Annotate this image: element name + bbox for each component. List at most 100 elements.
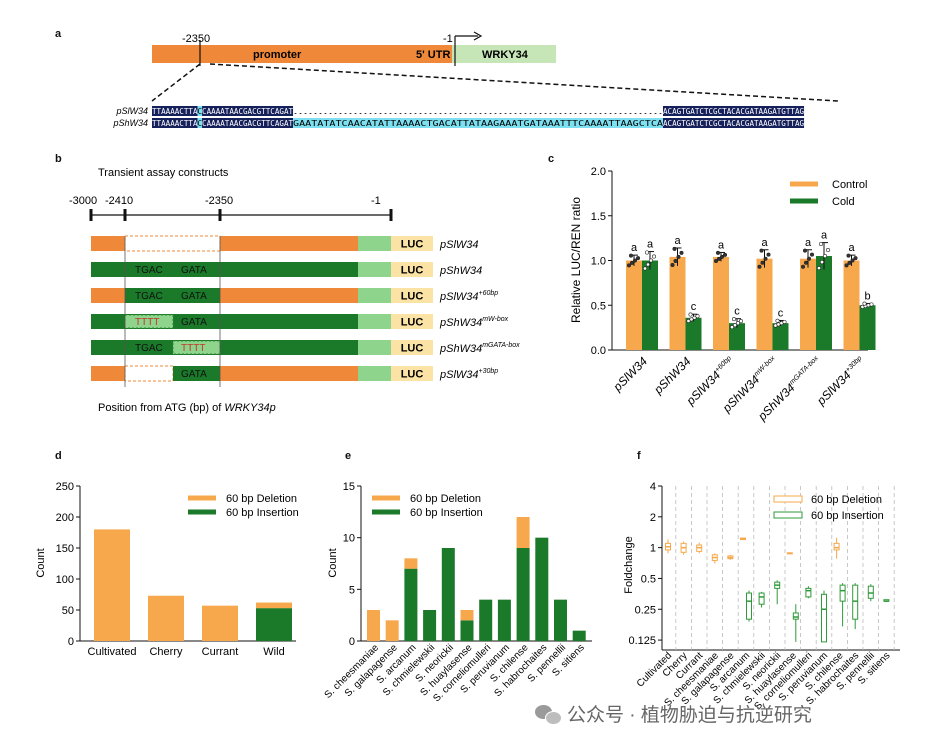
c-ytick-label-1: 0.5 [591,300,606,312]
c-dot-1-3-2 [779,321,784,326]
construct-luc-box-5 [391,366,433,381]
c-dot-1-0-1 [645,262,650,267]
f-box-0-2 [696,544,703,552]
d-ytick-label-4: 200 [56,512,74,524]
e-bar-ins-5 [460,620,474,641]
e-bar-del-5 [460,610,474,621]
c-xlabel-2: pSlW34+60bp [683,354,737,408]
c-bar-0-4 [800,258,816,350]
f-legend-label-1: 60 bp Insertion [811,510,884,522]
e-ytick-label-2: 10 [343,533,355,545]
c-dot-0-1-4 [672,246,677,251]
c-xlabel-5: pSlW34+30bp [813,354,867,408]
motif-gata-5: GATA [181,369,207,380]
watermark-text: 公众号 · 植物胁迫与抗逆研究 [567,705,812,726]
chart-d: 0 50 100 150 200 250 Count Cultivated Cherry Curr… [35,481,299,658]
seq-left-1-bg [152,118,198,128]
construct-promoter-1 [91,262,358,277]
c-dot-0-5-4 [846,253,851,258]
e-ytick-label-3: 15 [343,481,355,493]
construct-luc-box-2 [391,288,433,303]
panel-label-b: b [55,153,62,165]
e-ytick-label-0: 0 [349,636,355,648]
f-xlabel-11: S. chilense [803,650,846,693]
c-bar-1-5 [859,305,876,350]
f-box-1-2 [774,581,781,589]
f-ytick-label-4: 2 [650,512,656,524]
c-dot-1-4-1 [819,260,824,265]
e-xlabel-7: S. peruvianum [459,642,512,695]
f-box-1-0 [746,592,752,620]
construct-name-5: pSlW34+30bp [439,368,498,381]
c-bar-1-3 [772,323,789,350]
d-xlabel-3: Wild [263,646,284,658]
c-dot-1-3-0 [773,323,778,328]
f-legend-swatch-0 [773,495,803,503]
e-xlabel-10: S. pennellii [526,642,568,684]
d-xlabel-1: Cherry [149,646,183,658]
f-box-0-0 [665,542,671,551]
e-xlabel-4: S. neorickii [414,642,456,684]
panel-label-e: e [345,450,352,462]
construct-name-3: pShW34mW-box [439,316,509,329]
construct-gap-5 [124,365,174,382]
c-dot-0-0-3 [635,256,640,261]
gene-bar [452,45,556,63]
e-bar-ins-2 [404,568,418,641]
e-legend-label-0: 60 bp Deletion [410,493,481,505]
f-xlabel-14: S. sitiens [856,650,892,686]
d-ytick-label-1: 50 [62,605,74,617]
c-dot-0-4-1 [803,260,808,265]
position-footer: Position from ATG (bp) of WRKY34p [98,402,276,414]
f-xlabel-10: S. peruvianum [777,650,830,703]
c-dot-0-5-0 [844,263,849,268]
c-dot-1-3-3 [782,319,787,324]
construct-utr-4 [358,340,391,355]
construct-gap-0 [124,235,221,252]
construct-insert-2 [125,288,220,303]
tick-label-2: -2350 [205,195,233,207]
construct-luc-label-1: LUC [401,265,424,277]
panel-label-f: f [637,450,641,462]
d-ytick-label-0: 0 [68,636,74,648]
construct-utr-3 [358,314,391,329]
e-xlabel-6: S. corneliomulleri [431,642,493,704]
construct-promoter-4 [91,340,358,355]
construct-promoter-2 [91,288,358,303]
d-ytick-label-2: 100 [56,574,74,586]
seq-snp-0: C [198,107,203,116]
construct-luc-label-2: LUC [401,291,424,303]
f-box-0-3 [711,554,718,561]
construct-luc-label-5: LUC [401,369,424,381]
f-box-0-7 [833,542,840,551]
c-dot-0-0-1 [629,260,634,265]
c-dot-0-0-4 [628,253,633,258]
promoter-bar [152,45,452,63]
e-xlabel-0: S. cheesmaniae [323,642,382,701]
c-dot-0-3-4 [759,248,764,253]
f-xlabel-5: S. arcanum [708,650,752,694]
construct-promoter-0 [91,236,358,251]
seq-right-0-bg [663,106,805,116]
e-xlabel-3: S. chmielewskii [381,642,437,698]
c-dot-0-2-0 [713,258,718,263]
e-xlabel-11: S. sitiens [550,642,586,678]
c-dot-0-5-1 [847,260,852,265]
e-xlabel-2: S. arcanum [375,642,419,686]
e-bar-ins-6 [479,599,493,641]
d-bar-del-0 [94,529,130,641]
c-letter-1-4: a [821,230,828,242]
gene-label: WRKY34 [482,49,529,61]
c-legend-label-0: Control [832,179,867,191]
seq-mid-1-bg [202,118,294,128]
f-xlabel-7: S. neorickii [741,650,783,692]
utr-label: 5' UTR [416,49,450,61]
construct-promoter-5 [91,366,358,381]
e-bar-ins-10 [554,599,567,641]
c-dot-0-1-1 [673,258,678,263]
construct-name-4: pShW34mGATA-box [439,342,520,355]
motif-tgac-2: TGAC [135,291,163,302]
c-letter-1-5: b [864,290,870,302]
